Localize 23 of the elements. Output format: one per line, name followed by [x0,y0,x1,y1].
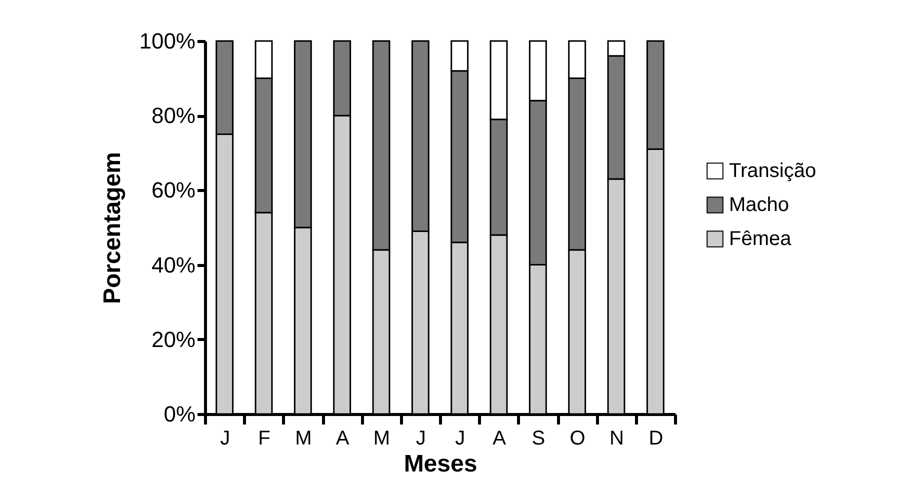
y-tick-label: 20% [151,326,196,352]
legend-label: Fêmea [729,228,792,250]
x-tick-label: J [220,428,230,450]
y-tick-label: 40% [151,252,196,278]
x-axis-title: Meses [404,450,478,478]
y-axis-title: Porcentagem [99,152,126,304]
x-tick-label: O [570,428,586,450]
x-tick-label: M [373,428,390,450]
y-tick-label: 60% [151,178,196,203]
x-tick-label: J [416,428,426,450]
x-tick-label: F [258,428,270,450]
x-tick-label: D [648,428,664,450]
x-tick-label: A [336,428,350,450]
x-tick-label: S [532,428,546,450]
y-tick-label: 0% [164,402,196,426]
y-tick-label: 100% [139,28,196,54]
y-tick-label: 80% [151,103,196,128]
x-tick-label: A [492,428,507,450]
legend-label: Transição [729,160,816,182]
legend-label: Macho [729,194,790,216]
x-tick-label: J [455,428,466,450]
x-tick-label: N [610,428,624,450]
x-tick-label: M [295,428,312,450]
